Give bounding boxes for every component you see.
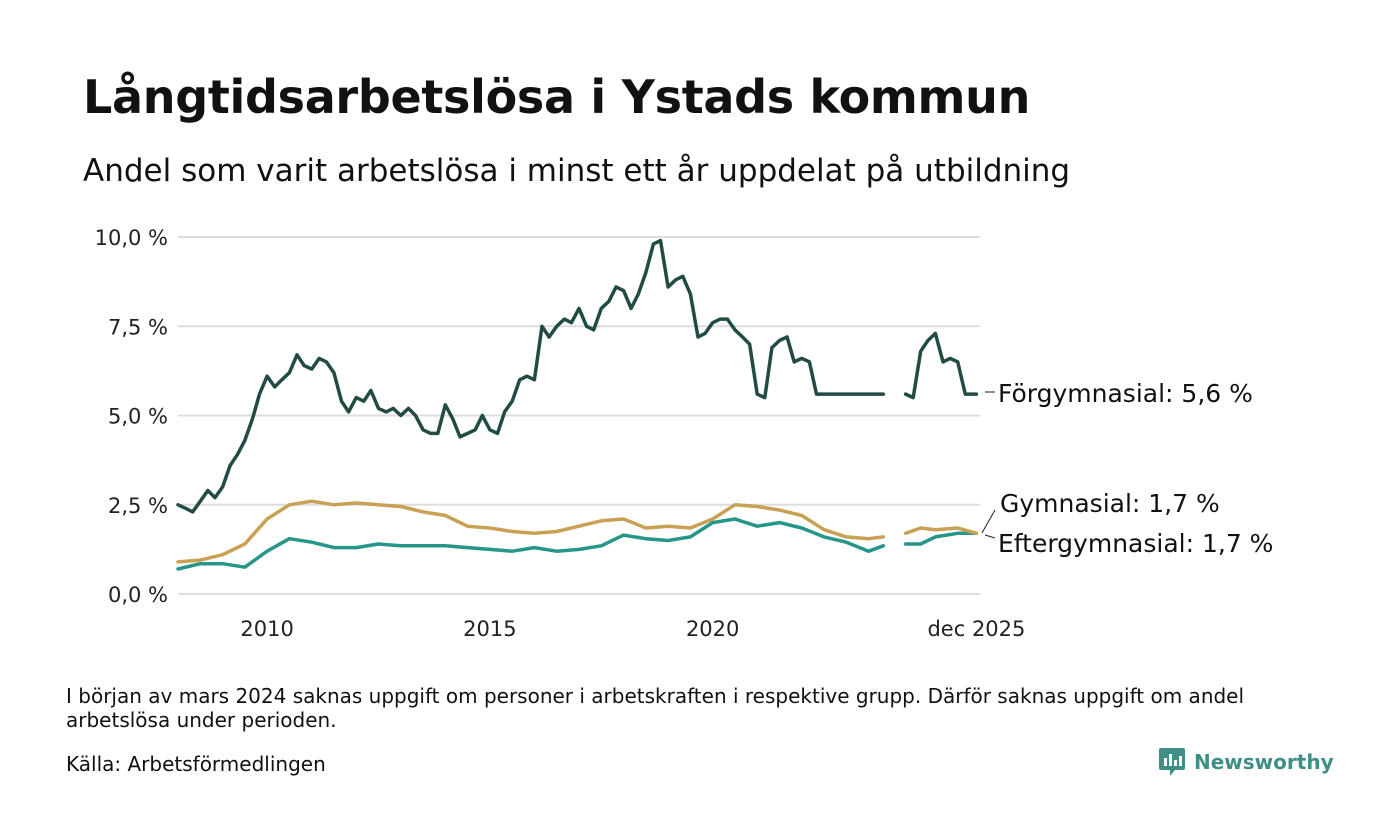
label-connector (981, 509, 996, 534)
end-labels: Förgymnasial: 5,6 % Gymnasial: 1,7 % Efter… (981, 379, 1273, 558)
end-label-gymnasial: Gymnasial: 1,7 % (1000, 489, 1220, 518)
label-connector (984, 534, 996, 539)
y-axis-ticks: 0,0 % 2,5 % 5,0 % 7,5 % 10,0 % (95, 226, 168, 607)
brand-name: Newsworthy (1194, 750, 1334, 774)
y-tick-label: 7,5 % (108, 315, 168, 339)
end-label-eftergymnasial: Eftergymnasial: 1,7 % (998, 529, 1273, 558)
footnote: I början av mars 2024 saknas uppgift om … (66, 684, 1245, 732)
x-tick-label: 2020 (686, 617, 739, 641)
gridlines (178, 236, 980, 595)
y-tick-label: 2,5 % (108, 494, 168, 518)
chart-title: Långtidsarbetslösa i Ystads kommun (83, 70, 1031, 124)
chart-subtitle: Andel som varit arbetslösa i minst ett å… (83, 153, 1071, 189)
x-tick-label: 2010 (240, 617, 293, 641)
series-lines (176, 238, 979, 571)
brand-logo[interactable]: Newsworthy (1158, 746, 1334, 778)
x-axis-ticks: 2010 2015 2020 dec 2025 (240, 617, 1025, 641)
source-credit: Källa: Arbetsförmedlingen (66, 752, 326, 776)
series-line-gymnasial (176, 499, 979, 564)
y-tick-label: 5,0 % (108, 405, 168, 429)
end-label-förgymnasial: Förgymnasial: 5,6 % (998, 379, 1253, 408)
x-tick-label: 2015 (463, 617, 516, 641)
y-tick-label: 0,0 % (108, 583, 168, 607)
series-line-förgymnasial (176, 238, 979, 514)
newsworthy-logo-icon (1159, 748, 1185, 776)
y-tick-label: 10,0 % (95, 226, 168, 250)
series-line-eftergymnasial (176, 517, 979, 571)
x-tick-label: dec 2025 (927, 617, 1025, 641)
line-chart: 0,0 % 2,5 % 5,0 % 7,5 % 10,0 % 2010 2015 2020 d… (95, 226, 1274, 641)
